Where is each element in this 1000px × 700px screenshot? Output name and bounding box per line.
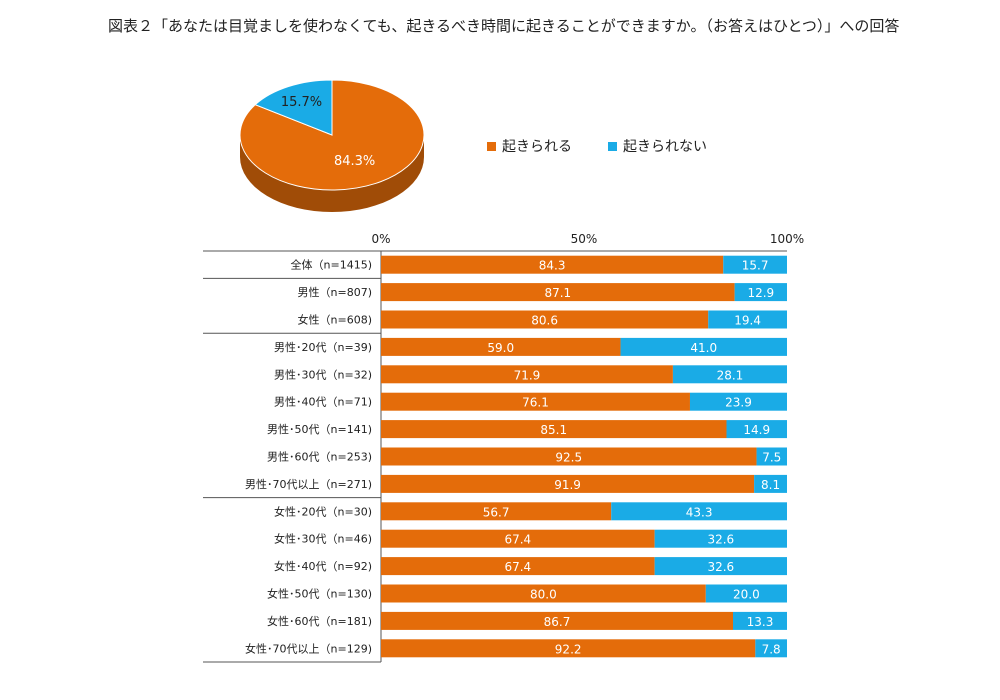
pie-slice-cannot [254,79,333,136]
data-label: 19.4 [734,314,761,328]
bar-cannot [726,420,787,439]
bar-can [381,611,734,630]
bar-can [381,255,724,274]
bar-can [381,392,690,411]
bar-cannot [620,337,787,356]
data-label: 56.7 [483,505,510,519]
legend-label-cannot: 起きられない [623,139,707,155]
bar-cannot [689,392,787,411]
category-label: 男性･20代（n=39) [274,340,372,354]
data-label: 41.0 [690,341,717,355]
category-label: 男性･70代以上（n=271) [245,477,372,491]
category-label: 男性･30代（n=32) [274,367,372,381]
data-label: 15.7 [742,259,769,273]
data-label: 67.4 [504,560,531,574]
data-label: 23.9 [725,396,752,410]
data-label: 84.3 [539,259,566,273]
legend-swatch-cannot [608,141,617,151]
category-label: 女性（n=608) [298,313,372,327]
data-label: 67.4 [504,533,531,547]
data-label: 43.3 [686,505,713,519]
bar-can [381,502,612,521]
bar-can [381,337,621,356]
data-label: 85.1 [540,423,567,437]
bar-can [381,283,735,302]
data-label: 71.9 [514,368,541,382]
data-label: 32.6 [707,533,734,547]
x-tick-label: 0% [371,232,390,246]
bar-can [381,557,655,576]
chart-title: 図表２「あなたは目覚ましを使わなくても、起きるべき時間に起きることができますか。… [108,17,900,35]
data-label: 59.0 [487,341,514,355]
bar-cannot [672,365,787,384]
data-label: 7.5 [762,451,781,465]
data-label: 80.6 [531,314,558,328]
legend-item-cannot: 起きられない [608,136,707,156]
category-label: 男性（n=807) [298,285,372,299]
legend-item-can: 起きられる [487,136,572,156]
data-label: 8.1 [761,478,780,492]
category-label: 男性･50代（n=141) [267,422,372,436]
x-tick-label: 100% [770,232,804,246]
category-label: 女性･20代（n=30) [274,504,372,518]
pie-side [240,135,424,212]
data-label: 86.7 [544,615,571,629]
bar-cannot [754,474,787,493]
data-label: 91.9 [554,478,581,492]
bar-can [381,529,655,548]
bar-can [381,474,755,493]
data-label: 80.0 [530,588,557,602]
pie-label-cannot: 15.7% [281,95,322,110]
bar-cannot [654,557,787,576]
bar-cannot [705,584,787,603]
category-label: 女性･60代（n=181) [267,614,372,628]
pie-chart: 84.3% 15.7% [240,79,425,212]
bar-cannot [734,283,787,302]
data-label: 14.9 [743,423,770,437]
bar-cannot [708,310,787,329]
category-label: 女性･40代（n=92) [274,559,372,573]
bar-cannot [755,639,787,658]
data-label: 28.1 [717,368,744,382]
data-label: 7.8 [762,642,781,656]
bar-can [381,365,673,384]
bar-can [381,639,756,658]
data-label: 13.3 [747,615,774,629]
legend-swatch-can [487,141,496,151]
category-label: 全体（n=1415) [291,258,372,272]
bar-can [381,447,757,466]
bar-cannot [654,529,787,548]
data-label: 20.0 [733,588,760,602]
category-label: 女性･30代（n=46) [274,532,372,546]
category-label: 女性･50代（n=130) [267,587,372,601]
bar-cannot [611,502,787,521]
data-label: 87.1 [544,286,571,300]
data-label: 76.1 [522,396,549,410]
legend: 起きられる 起きられない [487,136,743,156]
bar-can [381,310,709,329]
data-label: 92.2 [555,642,582,656]
bar-cannot [723,255,787,274]
bar-cannot [733,611,787,630]
category-label: 女性･70代以上（n=129) [245,641,372,655]
data-label: 32.6 [707,560,734,574]
x-tick-label: 50% [571,232,598,246]
data-label: 12.9 [747,286,774,300]
pie-label-can: 84.3% [334,154,375,169]
legend-label-can: 起きられる [502,139,572,155]
category-label: 男性･40代（n=71) [274,395,372,409]
bar-can [381,584,706,603]
category-label: 男性･60代（n=253) [267,450,372,464]
bar-cannot [756,447,787,466]
data-label: 92.5 [555,451,582,465]
bar-can [381,420,727,439]
